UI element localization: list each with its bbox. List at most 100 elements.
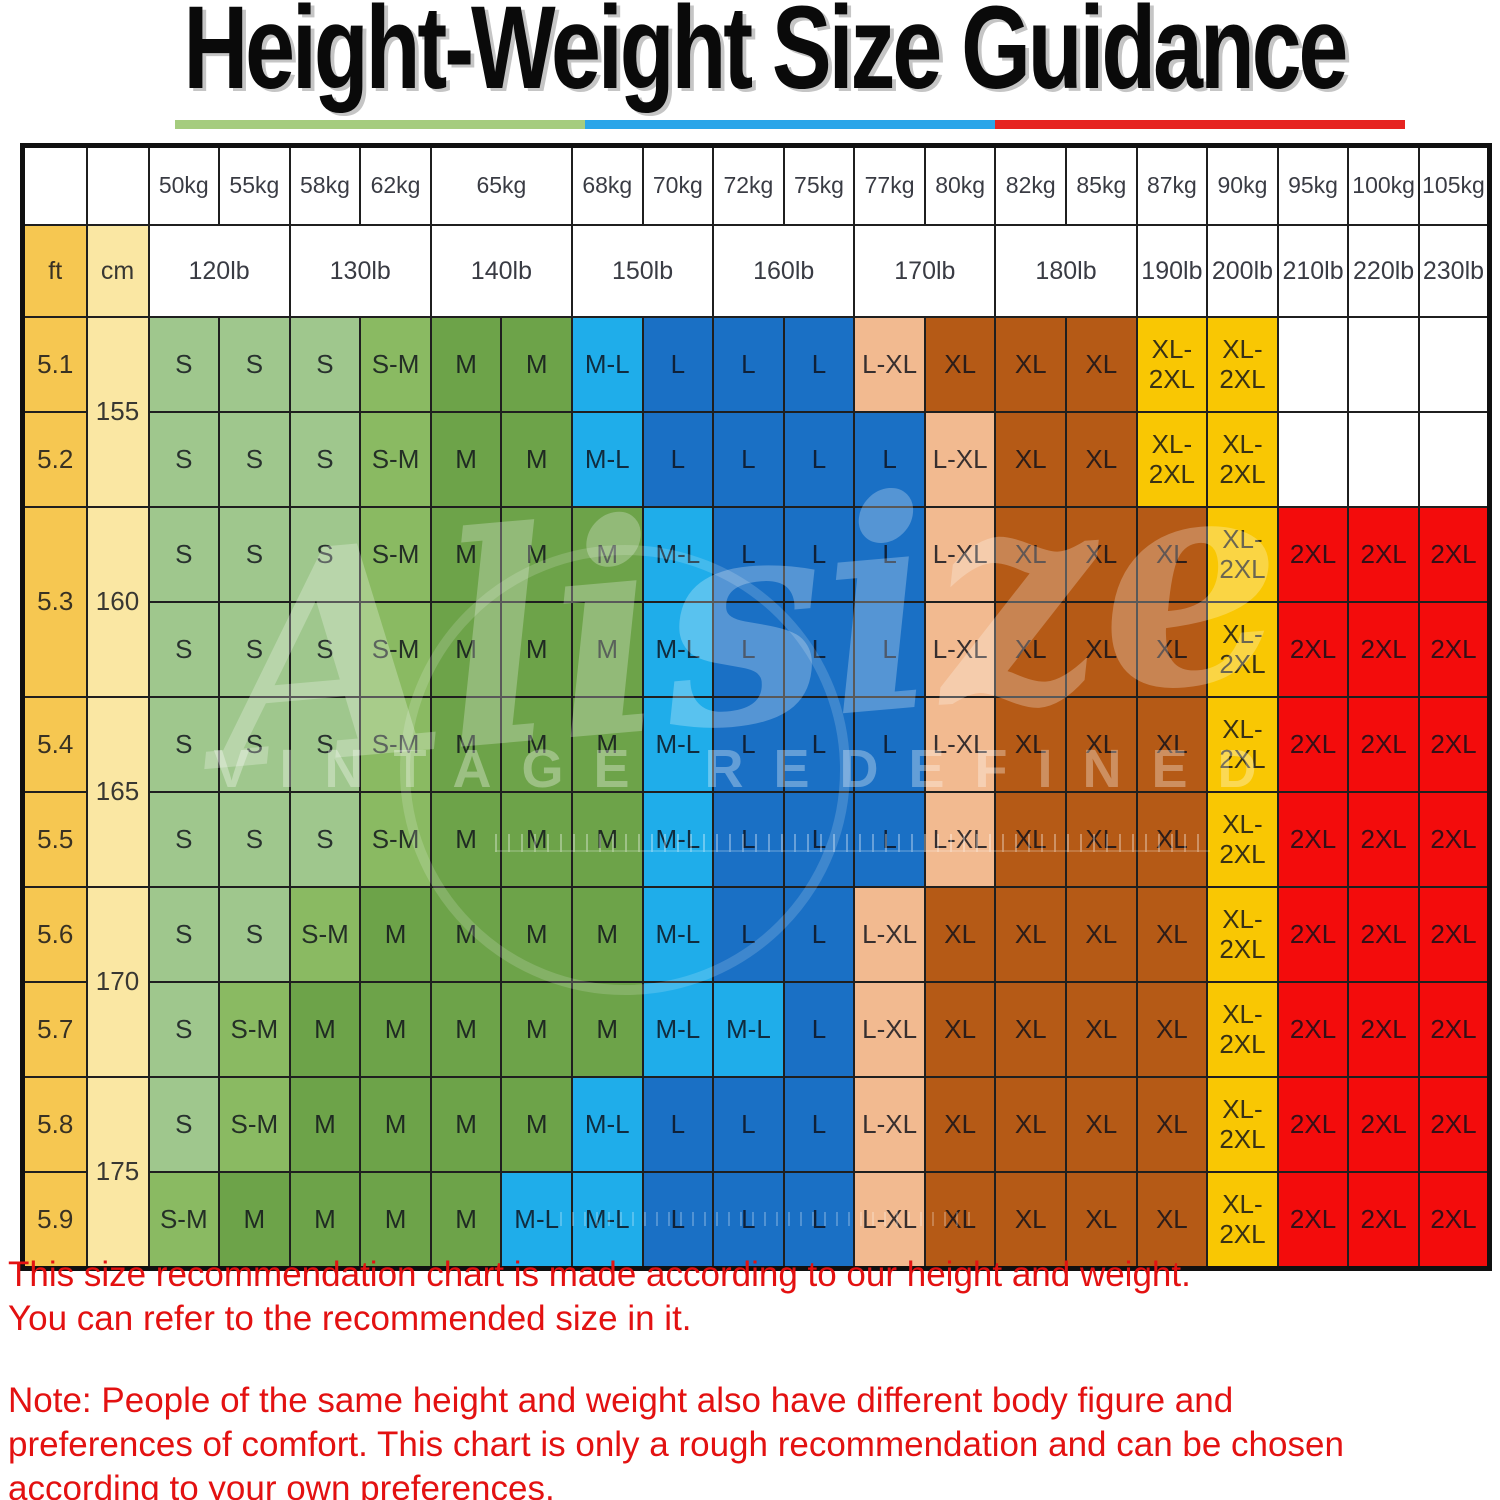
kg-header-cell: 50kg [147, 144, 221, 226]
size-cell: 2XL [1347, 1076, 1420, 1173]
size-cell: XL [923, 316, 997, 413]
empty-cell [1417, 411, 1491, 508]
size-cell: S [288, 506, 362, 603]
size-cell: M-L [712, 981, 785, 1078]
size-cell: XL-2XL [1135, 411, 1209, 508]
ft-header-cell: ft [21, 224, 88, 318]
size-cell: S-M [359, 601, 432, 698]
cm-cell: 155 [85, 316, 150, 508]
size-cell: XL [1065, 1171, 1138, 1270]
size-cell: XL-2XL [1206, 506, 1279, 603]
size-cell: M [288, 1076, 362, 1173]
size-cell: M [500, 791, 573, 888]
kg-header-cell: 65kg [429, 144, 573, 226]
size-cell: L-XL [923, 506, 997, 603]
kg-header-cell: 62kg [359, 144, 432, 226]
size-cell: L-XL [853, 316, 926, 413]
lb-header-cell: 210lb [1276, 224, 1350, 318]
size-cell: L [782, 696, 856, 793]
size-cell: L [712, 886, 785, 983]
size-cell: M [500, 506, 573, 603]
size-cell: XL [1065, 411, 1138, 508]
size-cell: XL-2XL [1206, 601, 1279, 698]
ft-cell: 5.9 [21, 1171, 88, 1270]
size-cell: M [359, 1171, 432, 1270]
size-cell: XL [1135, 791, 1209, 888]
size-cell: L [782, 981, 856, 1078]
size-cell: XL [1065, 981, 1138, 1078]
size-cell: XL [1135, 1076, 1209, 1173]
size-cell: XL [1135, 696, 1209, 793]
cm-cell: 170 [85, 886, 150, 1078]
size-cell: L-XL [853, 981, 926, 1078]
size-cell: 2XL [1276, 981, 1350, 1078]
size-cell: XL [923, 981, 997, 1078]
size-cell: XL [923, 1076, 997, 1173]
size-cell: 2XL [1276, 1076, 1350, 1173]
size-cell: XL [994, 506, 1068, 603]
size-cell: 2XL [1347, 791, 1420, 888]
size-cell: S [218, 601, 291, 698]
ft-cell: 5.3 [21, 506, 88, 698]
size-cell: L [712, 696, 785, 793]
kg-header-cell: 75kg [782, 144, 856, 226]
size-cell: L [712, 316, 785, 413]
lb-header-cell: 130lb [288, 224, 432, 318]
kg-header-cell: 80kg [923, 144, 997, 226]
size-cell: M [429, 506, 503, 603]
size-cell: M [359, 886, 432, 983]
kg-header-cell: 82kg [994, 144, 1068, 226]
size-cell: S [147, 886, 221, 983]
size-cell: L-XL [923, 696, 997, 793]
size-cell: 2XL [1276, 1171, 1350, 1270]
size-cell: 2XL [1276, 506, 1350, 603]
corner-blank-ft [21, 144, 88, 226]
size-cell: 2XL [1347, 506, 1420, 603]
kg-header-cell: 70kg [641, 144, 715, 226]
size-cell: 2XL [1417, 506, 1491, 603]
title-underline-bar [175, 120, 1405, 129]
size-cell: S [147, 601, 221, 698]
kg-header-cell: 58kg [288, 144, 362, 226]
size-cell: M [500, 601, 573, 698]
page-title-text: Height-Weight Size Guidance [183, 0, 1348, 114]
size-cell: XL-2XL [1206, 1171, 1279, 1270]
size-cell: L-XL [923, 411, 997, 508]
size-cell: 2XL [1276, 886, 1350, 983]
size-cell: S [147, 981, 221, 1078]
size-cell: M [429, 1076, 503, 1173]
lb-header-cell: 190lb [1135, 224, 1209, 318]
size-cell: L [853, 506, 926, 603]
size-cell: L-XL [853, 886, 926, 983]
size-cell: S-M [218, 1076, 291, 1173]
size-cell: XL-2XL [1206, 981, 1279, 1078]
size-cell: L [782, 316, 856, 413]
size-cell: L [712, 601, 785, 698]
size-cell: S-M [288, 886, 362, 983]
size-cell: S [218, 791, 291, 888]
size-cell: L [641, 1076, 715, 1173]
lb-header-cell: 230lb [1417, 224, 1491, 318]
size-cell: M [429, 316, 503, 413]
size-cell: 2XL [1347, 981, 1420, 1078]
size-cell: M [359, 1076, 432, 1173]
size-cell: M [500, 316, 573, 413]
size-cell: M-L [570, 316, 644, 413]
kg-header-cell: 72kg [712, 144, 785, 226]
ft-cell: 5.4 [21, 696, 88, 793]
size-cell: XL [994, 1076, 1068, 1173]
size-cell: L [853, 791, 926, 888]
size-cell: XL-2XL [1206, 886, 1279, 983]
kg-header-cell: 77kg [853, 144, 926, 226]
empty-cell [1347, 411, 1420, 508]
page-title: Height-Weight Size Guidance [0, 0, 1500, 108]
size-cell: 2XL [1417, 1171, 1491, 1270]
size-cell: L-XL [853, 1171, 926, 1270]
corner-blank-cm [85, 144, 150, 226]
size-cell: L-XL [853, 1076, 926, 1173]
size-cell: S [218, 316, 291, 413]
size-cell: M-L [641, 506, 715, 603]
size-cell: L [782, 601, 856, 698]
size-cell: XL-2XL [1206, 1076, 1279, 1173]
size-cell: S-M [359, 411, 432, 508]
